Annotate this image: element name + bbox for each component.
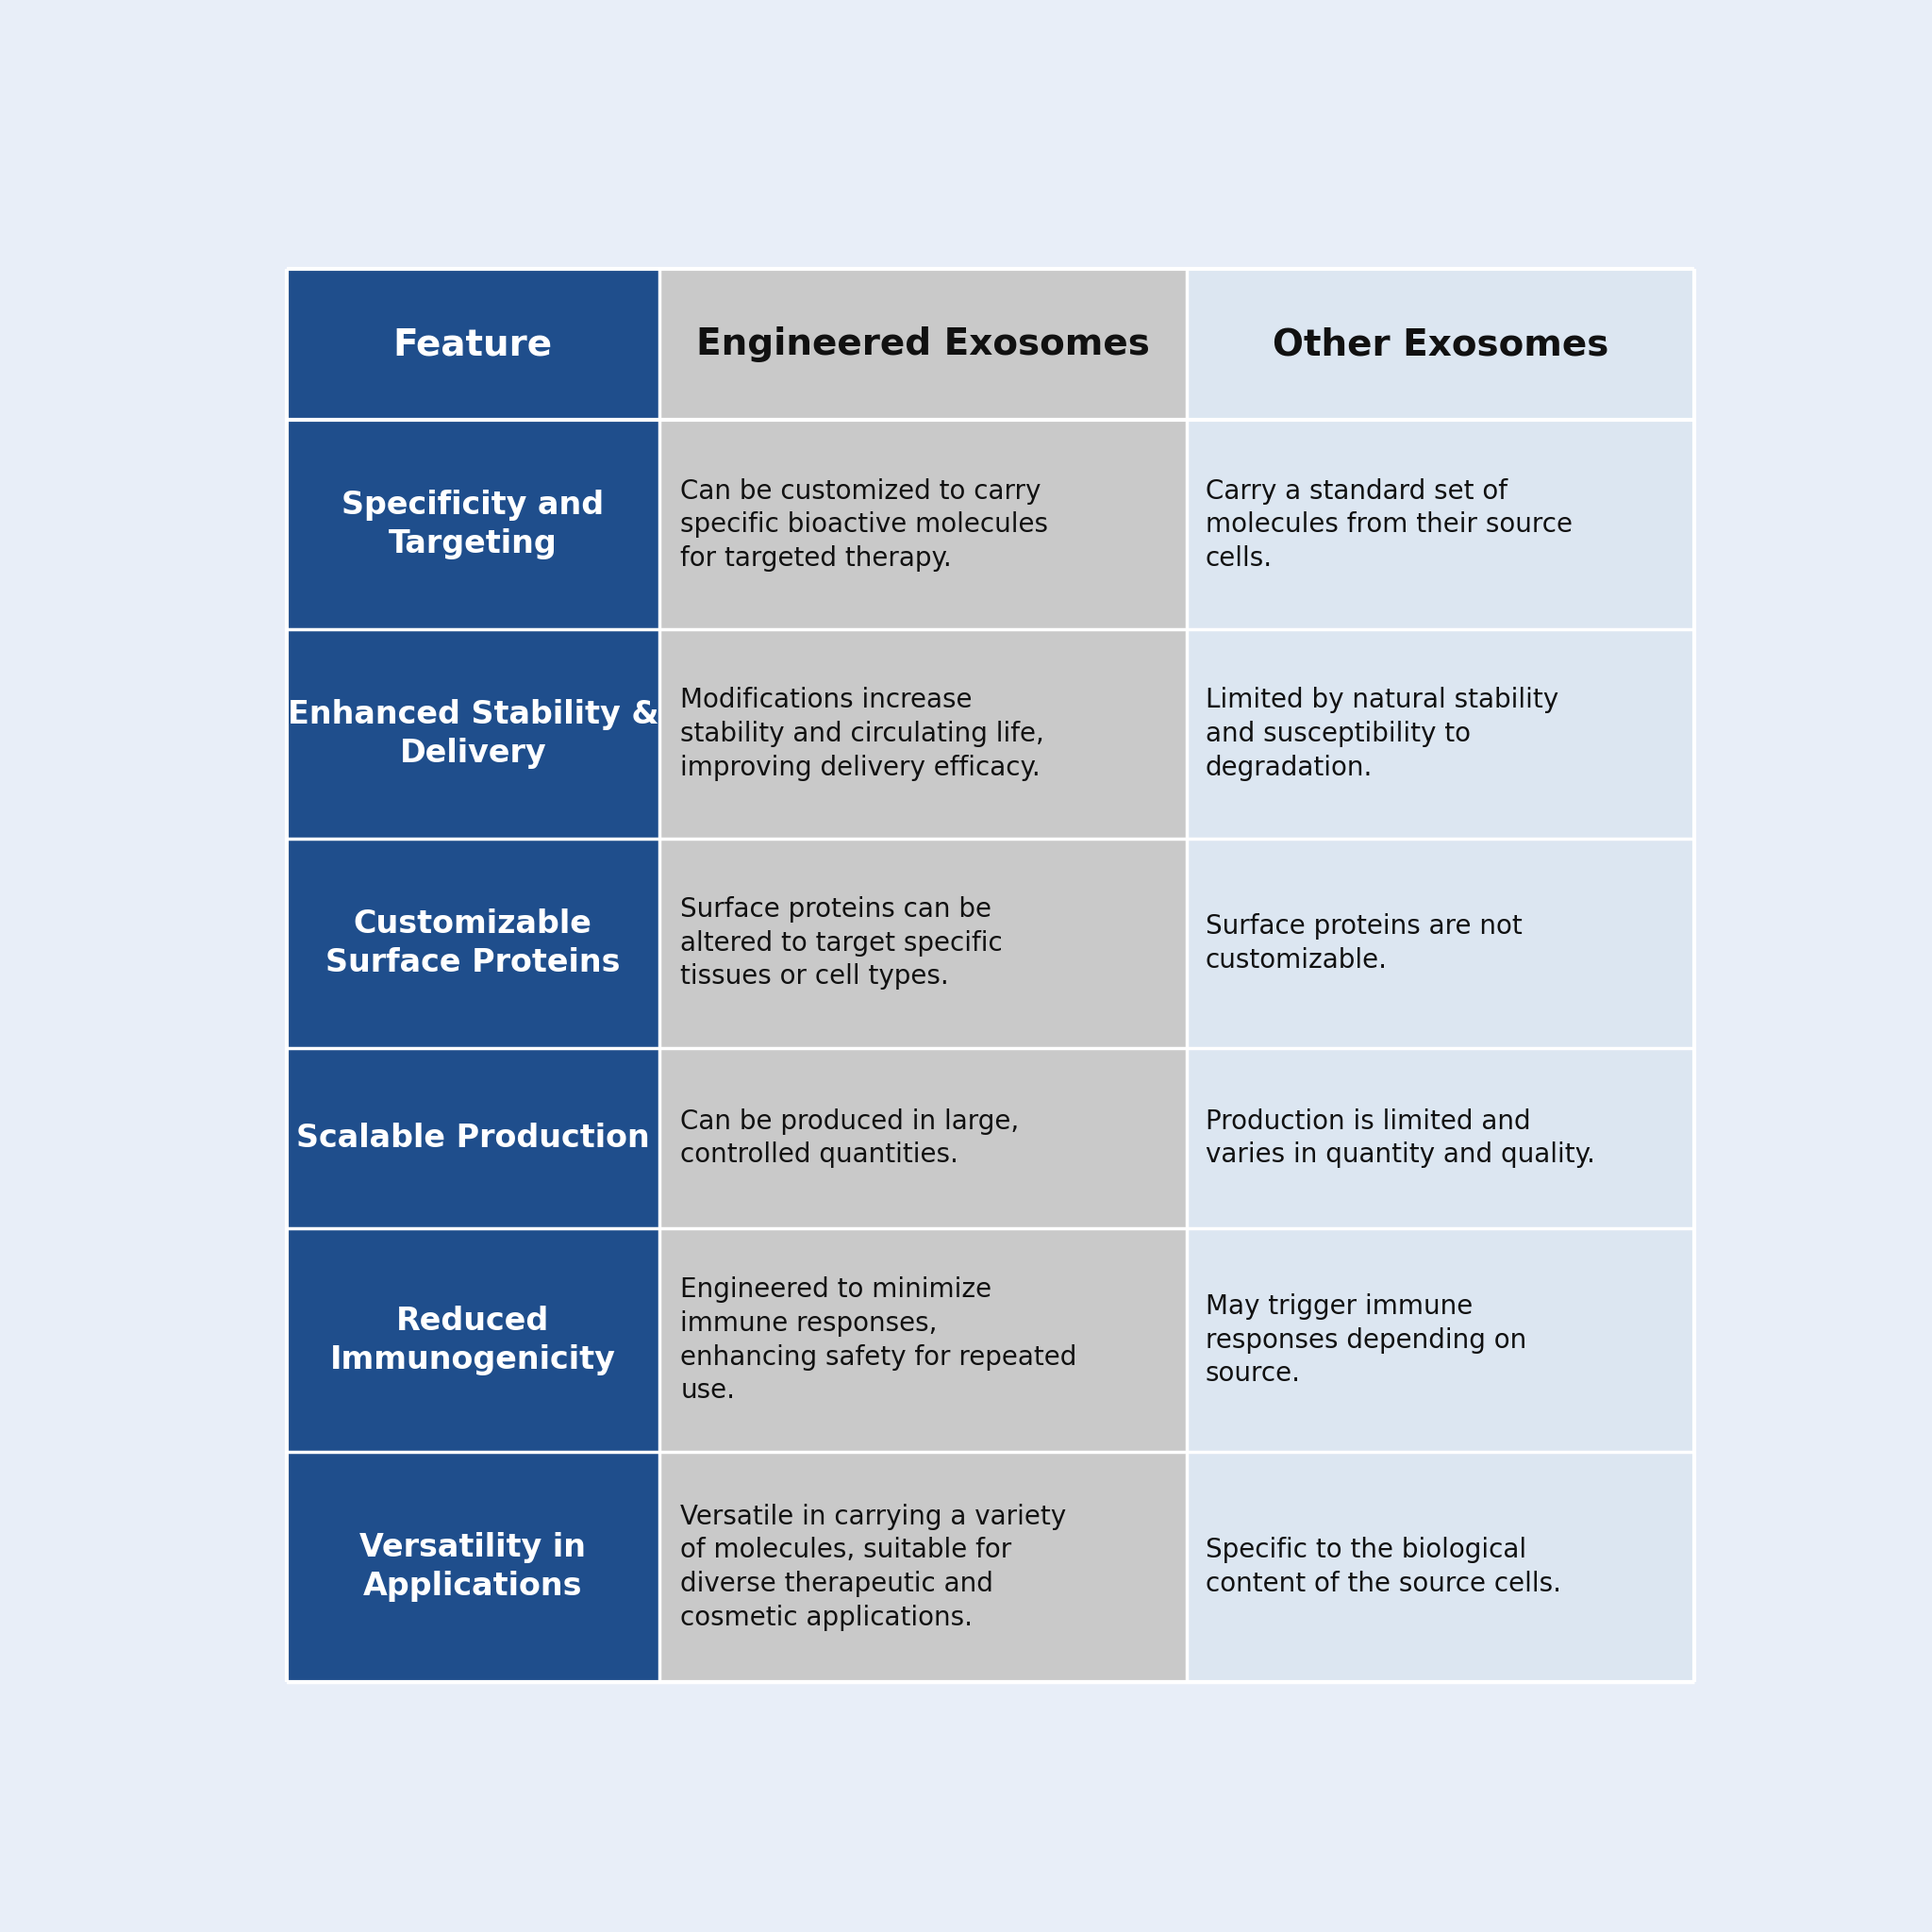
- Text: Surface proteins are not
customizable.: Surface proteins are not customizable.: [1206, 914, 1522, 974]
- Text: Surface proteins can be
altered to target specific
tissues or cell types.: Surface proteins can be altered to targe…: [680, 896, 1003, 989]
- Text: Feature: Feature: [392, 327, 553, 363]
- Text: Reduced
Immunogenicity: Reduced Immunogenicity: [330, 1306, 616, 1376]
- Text: Other Exosomes: Other Exosomes: [1273, 327, 1609, 363]
- Bar: [659, 1047, 1186, 1229]
- Bar: [1186, 269, 1694, 421]
- Text: Enhanced Stability &
Delivery: Enhanced Stability & Delivery: [288, 699, 659, 769]
- Text: Carry a standard set of
molecules from their source
cells.: Carry a standard set of molecules from t…: [1206, 477, 1573, 572]
- Bar: [286, 1047, 659, 1229]
- Text: Customizable
Surface Proteins: Customizable Surface Proteins: [325, 908, 620, 978]
- Bar: [1186, 1229, 1694, 1453]
- Text: Engineered Exosomes: Engineered Exosomes: [696, 327, 1150, 363]
- Text: Scalable Production: Scalable Production: [296, 1122, 649, 1153]
- Text: Limited by natural stability
and susceptibility to
degradation.: Limited by natural stability and suscept…: [1206, 688, 1557, 781]
- Bar: [1186, 630, 1694, 838]
- Bar: [1186, 838, 1694, 1047]
- Text: Versatile in carrying a variety
of molecules, suitable for
diverse therapeutic a: Versatile in carrying a variety of molec…: [680, 1503, 1066, 1631]
- Bar: [659, 1229, 1186, 1453]
- Bar: [659, 421, 1186, 630]
- Bar: [659, 838, 1186, 1047]
- Bar: [659, 630, 1186, 838]
- Text: Production is limited and
varies in quantity and quality.: Production is limited and varies in quan…: [1206, 1109, 1594, 1169]
- Text: Can be produced in large,
controlled quantities.: Can be produced in large, controlled qua…: [680, 1109, 1020, 1169]
- Text: Versatility in
Applications: Versatility in Applications: [359, 1532, 585, 1602]
- Text: May trigger immune
responses depending on
source.: May trigger immune responses depending o…: [1206, 1293, 1526, 1387]
- Bar: [286, 1453, 659, 1683]
- Bar: [286, 630, 659, 838]
- Bar: [659, 1453, 1186, 1683]
- Bar: [286, 1229, 659, 1453]
- Bar: [286, 269, 659, 421]
- Text: Can be customized to carry
specific bioactive molecules
for targeted therapy.: Can be customized to carry specific bioa…: [680, 477, 1049, 572]
- Bar: [286, 421, 659, 630]
- Text: Engineered to minimize
immune responses,
enhancing safety for repeated
use.: Engineered to minimize immune responses,…: [680, 1277, 1076, 1405]
- Bar: [1186, 1047, 1694, 1229]
- Bar: [1186, 421, 1694, 630]
- Bar: [1186, 1453, 1694, 1683]
- Text: Specific to the biological
content of the source cells.: Specific to the biological content of th…: [1206, 1538, 1561, 1598]
- Text: Modifications increase
stability and circulating life,
improving delivery effica: Modifications increase stability and cir…: [680, 688, 1045, 781]
- Bar: [286, 838, 659, 1047]
- Text: Specificity and
Targeting: Specificity and Targeting: [342, 491, 605, 560]
- Bar: [659, 269, 1186, 421]
